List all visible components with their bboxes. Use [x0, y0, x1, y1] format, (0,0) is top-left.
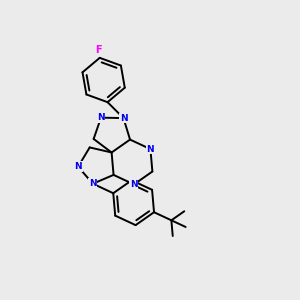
Text: N: N — [74, 162, 82, 171]
Text: N: N — [97, 113, 105, 122]
Text: N: N — [120, 114, 127, 123]
Text: N: N — [147, 145, 154, 154]
Text: N: N — [89, 179, 97, 188]
Text: N: N — [130, 180, 138, 189]
Text: F: F — [95, 46, 102, 56]
